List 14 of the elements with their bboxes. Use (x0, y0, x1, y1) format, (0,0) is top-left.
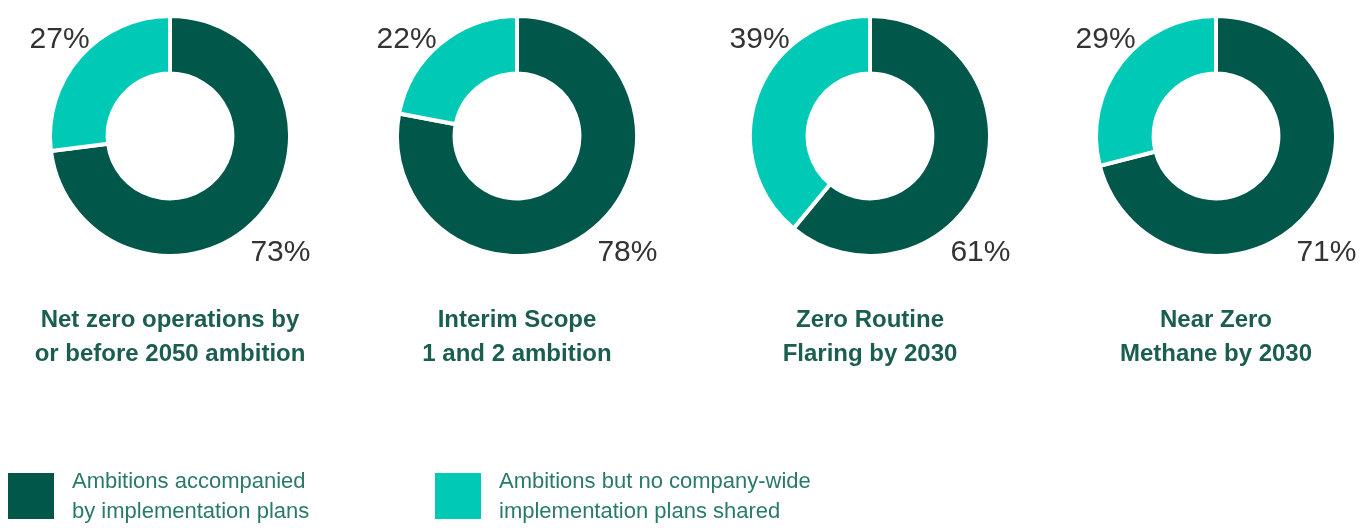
text: Interim Scope 1 and 2 ambition (421, 304, 613, 368)
text: Zero Routine Flaring by 2030 (781, 304, 959, 368)
data-label: 78% (597, 233, 658, 267)
legend-label: Ambitions accompanied by implementation plans (72, 467, 311, 525)
text: Net zero operations by or before 2050 ambition (33, 304, 307, 368)
data-label: 39% (729, 21, 790, 55)
legend-label: Ambitions but no company-wide implementation plans shared (499, 467, 812, 525)
text: Near Zero Methane by 2030 (1118, 304, 1314, 368)
data-label: 29% (1075, 21, 1136, 55)
data-label: 22% (376, 21, 437, 55)
data-label: 73% (250, 233, 311, 267)
data-label: 61% (950, 233, 1011, 267)
data-label: 27% (29, 21, 90, 55)
data-label: 71% (1296, 233, 1357, 267)
